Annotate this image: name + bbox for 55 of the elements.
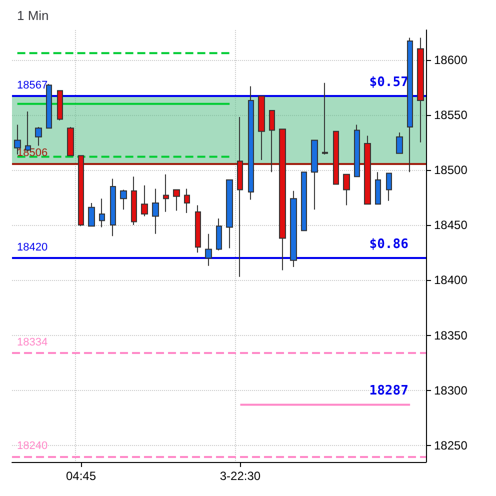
candlestick bbox=[279, 128, 286, 271]
candlestick bbox=[216, 218, 222, 251]
candlestick bbox=[290, 190, 297, 268]
y-tick-label: 18450 bbox=[434, 218, 468, 232]
candlestick bbox=[46, 84, 52, 129]
candlestick bbox=[311, 140, 318, 210]
candlestick bbox=[88, 202, 95, 227]
candlestick bbox=[301, 172, 307, 232]
candlestick bbox=[110, 178, 116, 237]
x-tick-label: 3-22:30 bbox=[220, 469, 261, 483]
candlestick bbox=[131, 176, 137, 226]
ref-line-label: 18567 bbox=[17, 80, 48, 92]
candlestick bbox=[333, 130, 339, 185]
candlestick bbox=[205, 233, 212, 266]
candlestick bbox=[258, 96, 265, 161]
y-tick-label: 18400 bbox=[434, 273, 468, 288]
y-tick-label: 18550 bbox=[434, 108, 468, 122]
candlestick bbox=[184, 188, 190, 214]
candlestick bbox=[152, 188, 159, 234]
candlestick bbox=[226, 179, 233, 249]
candlestick bbox=[141, 184, 148, 217]
candlestick bbox=[57, 90, 63, 121]
candlestick bbox=[35, 126, 42, 146]
y-tick-label: 18300 bbox=[434, 383, 468, 398]
candlestick bbox=[343, 174, 350, 206]
candlestick bbox=[396, 132, 403, 154]
candlestick bbox=[375, 172, 381, 205]
candlestick bbox=[173, 189, 180, 212]
candlestick bbox=[237, 116, 243, 278]
candlestick bbox=[163, 174, 169, 212]
candlestick bbox=[120, 189, 127, 210]
candlestick bbox=[386, 172, 392, 202]
y-tick-label: 18250 bbox=[434, 438, 468, 452]
ref-line-label: 18420 bbox=[17, 242, 48, 254]
candlestick bbox=[99, 198, 105, 228]
candlestick bbox=[417, 37, 424, 143]
x-tick-label: 04:45 bbox=[66, 469, 96, 483]
chart-title: 1 Min bbox=[17, 8, 49, 23]
candlestick bbox=[195, 204, 201, 254]
y-tick-label: 18500 bbox=[434, 162, 468, 177]
annotation: $0.86 bbox=[369, 237, 409, 252]
ref-line-label: 18334 bbox=[17, 336, 48, 348]
candlestick bbox=[407, 37, 413, 173]
candlestick bbox=[269, 110, 275, 173]
candlestick bbox=[364, 135, 371, 205]
candlestick bbox=[67, 126, 74, 156]
candlestick bbox=[248, 86, 254, 200]
candlestick bbox=[78, 155, 84, 227]
y-tick-label: 18600 bbox=[434, 52, 468, 67]
ref-line-label: 18240 bbox=[17, 440, 48, 452]
annotation: 18287 bbox=[369, 384, 408, 399]
candlestick bbox=[322, 82, 328, 156]
candlestick bbox=[354, 124, 360, 178]
annotation: $0.57 bbox=[369, 75, 408, 90]
y-tick-label: 18350 bbox=[434, 328, 468, 342]
